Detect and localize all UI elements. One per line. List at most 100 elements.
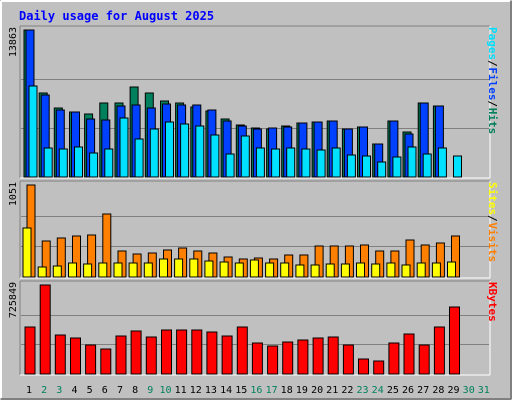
- bar-pages: [165, 121, 174, 178]
- bar-sites: [204, 260, 214, 278]
- bar-sites: [189, 258, 199, 278]
- bar-kbytes: [70, 337, 81, 375]
- bar-sites: [52, 265, 62, 278]
- bar-sites: [22, 227, 32, 278]
- y-max-label: 13863: [8, 27, 19, 57]
- x-tick-label: 30: [463, 385, 475, 396]
- bar-pages: [74, 146, 83, 178]
- legend: Pages/Files/Hits: [486, 27, 499, 134]
- panel-hits-files-pages: 13863 Pages/Files/Hits: [8, 25, 499, 179]
- legend-visits: Visits: [486, 222, 499, 262]
- bar-sites: [310, 264, 320, 278]
- bar-kbytes: [297, 339, 309, 375]
- bar-sites: [113, 262, 123, 278]
- bar-sites: [431, 262, 441, 278]
- panels: 13863 Pages/Files/Hits 1051 Sites/Visits 725…: [8, 25, 499, 376]
- bar-pages: [149, 128, 159, 178]
- x-tick-label: 26: [402, 385, 414, 396]
- bar-sites: [401, 264, 411, 278]
- bar-kbytes: [206, 331, 218, 375]
- bar-pages: [195, 125, 205, 178]
- x-tick-label: 31: [478, 385, 490, 396]
- bar-pages: [286, 147, 296, 178]
- x-tick-label: 3: [56, 385, 62, 396]
- legend-pages: Pages: [486, 27, 499, 60]
- x-tick-label: 12: [190, 385, 202, 396]
- bar-pages: [255, 147, 265, 178]
- bar-kbytes: [221, 335, 233, 375]
- x-tick-label: 13: [205, 385, 217, 396]
- bar-sites: [128, 262, 138, 278]
- bar-sites: [234, 262, 244, 278]
- bar-sites: [295, 264, 305, 278]
- bar-kbytes: [433, 326, 445, 375]
- x-tick-label: 14: [220, 385, 232, 396]
- bar-sites: [174, 258, 184, 278]
- bar-kbytes: [373, 360, 385, 375]
- x-tick-label: 23: [356, 385, 368, 396]
- bar-pages: [377, 161, 387, 178]
- bar-pages: [225, 153, 235, 178]
- bar-pages: [301, 148, 311, 178]
- x-tick-label: 9: [147, 385, 153, 396]
- bar-pages: [362, 155, 371, 178]
- bar-pages: [240, 135, 250, 178]
- bar-pages: [437, 147, 447, 178]
- x-tick-label: 6: [102, 385, 108, 396]
- x-tick-label: 19: [296, 385, 308, 396]
- legend-kbytes: KBytes: [486, 282, 499, 322]
- bar-sites: [37, 266, 47, 278]
- bar-sites: [340, 263, 350, 278]
- bar-sites: [68, 262, 77, 278]
- bar-sites: [159, 258, 168, 278]
- bar-pages: [43, 147, 53, 178]
- bar-sites: [356, 262, 365, 278]
- bar-kbytes: [403, 333, 415, 375]
- x-tick-label: 24: [372, 385, 384, 396]
- legend-hits: Hits: [486, 108, 499, 135]
- x-tick-label: 22: [341, 385, 353, 396]
- bar-kbytes: [85, 344, 97, 375]
- bar-sites: [143, 262, 153, 278]
- bar-kbytes: [312, 337, 324, 375]
- bar-pages: [316, 149, 326, 178]
- bar-kbytes: [39, 284, 51, 375]
- bar-kbytes: [449, 306, 460, 375]
- bar-pages: [119, 117, 129, 178]
- bar-sites: [447, 261, 456, 278]
- x-tick-label: 7: [117, 385, 123, 396]
- bar-pages: [407, 146, 417, 178]
- bar-sites: [83, 263, 93, 278]
- x-tick-label: 20: [311, 385, 323, 396]
- x-tick-label: 27: [417, 385, 429, 396]
- x-tick-label: 18: [281, 385, 293, 396]
- x-tick-label: 2: [41, 385, 47, 396]
- panel-visits-sites: 1051 Sites/Visits: [8, 180, 499, 279]
- bar-kbytes: [358, 358, 369, 375]
- bar-pages: [346, 154, 356, 178]
- bar-kbytes: [282, 341, 294, 375]
- y-max-label: 1051: [8, 182, 19, 206]
- bar-pages: [180, 123, 190, 178]
- bar-kbytes: [267, 345, 279, 375]
- x-tick-label: 29: [447, 385, 459, 396]
- bar-kbytes: [176, 329, 188, 375]
- bar-kbytes: [130, 330, 142, 375]
- x-tick-label: 21: [326, 385, 338, 396]
- bar-kbytes: [388, 342, 400, 375]
- panel-kbytes: 725849 KBytes: [8, 280, 499, 376]
- x-tick-label: 28: [432, 385, 444, 396]
- legend-files: Files: [486, 67, 499, 100]
- legend: Sites/Visits: [486, 182, 499, 262]
- bar-sites: [249, 259, 259, 278]
- bar-pages: [271, 148, 281, 178]
- x-tick-label: 4: [71, 385, 77, 396]
- bar-pages: [392, 156, 402, 178]
- bar-kbytes: [54, 334, 66, 375]
- bar-kbytes: [327, 336, 339, 375]
- y-max-label: 725849: [8, 282, 19, 318]
- bar-sites: [265, 262, 275, 278]
- bar-kbytes: [145, 336, 157, 375]
